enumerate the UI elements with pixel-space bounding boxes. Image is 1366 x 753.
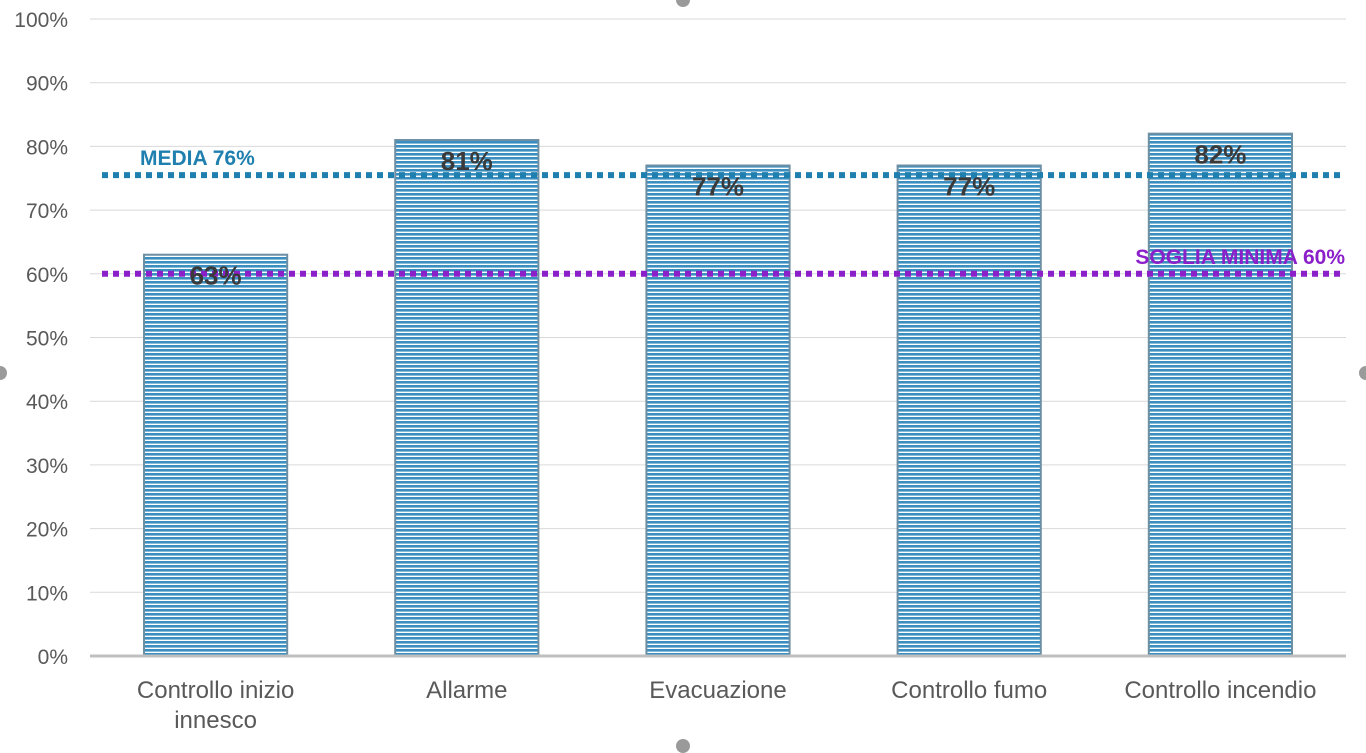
selection-handle-bottom[interactable] (676, 739, 690, 753)
y-tick-label: 100% (14, 9, 68, 32)
y-tick-label: 20% (26, 519, 68, 542)
bar-value-labels: 63% 81% 77% 77% 82% (190, 140, 1247, 291)
bars (143, 132, 1293, 658)
bar-value-label: 81% (441, 146, 493, 176)
bar[interactable] (1147, 132, 1293, 658)
y-tick-label: 70% (26, 200, 68, 223)
bar-value-label: 77% (943, 172, 995, 202)
x-tick-label: Controllo fumo (891, 677, 1047, 704)
reference-line-label: SOGLIA MINIMA 60% (1135, 246, 1345, 269)
y-tick-label: 40% (26, 391, 68, 414)
y-tick-label: 60% (26, 264, 68, 287)
selection-handle-top[interactable] (676, 0, 690, 7)
y-tick-label: 90% (26, 73, 68, 96)
y-tick-label: 50% (26, 328, 68, 351)
bar[interactable] (645, 164, 791, 657)
reference-line-label: MEDIA 76% (140, 147, 255, 170)
x-tick-label: Evacuazione (649, 677, 786, 704)
bar-value-label: 82% (1194, 140, 1246, 170)
bar-value-label: 77% (692, 172, 744, 202)
bar-value-label: 63% (190, 261, 242, 291)
y-tick-label: 30% (26, 455, 68, 478)
selection-handle-right[interactable] (1359, 366, 1366, 380)
x-tick-label: Allarme (426, 677, 507, 704)
x-tick-label: Controllo incendio (1124, 677, 1316, 704)
x-tick-label: innesco (174, 707, 257, 734)
x-tick-label: Controllo inizio (137, 677, 294, 704)
y-tick-label: 80% (26, 136, 68, 159)
bar[interactable] (143, 253, 289, 657)
y-tick-label: 0% (38, 646, 68, 669)
x-axis-tick-labels: Controllo inizio innesco Allarme Evacuazion… (137, 677, 1317, 734)
reference-lines: MEDIA 76% SOGLIA MINIMA 60% (102, 147, 1345, 277)
y-axis-tick-labels: 0% 10% 20% 30% 40% 50% 60% 70% 80% 90% 100% (14, 9, 68, 669)
bar[interactable] (896, 164, 1042, 657)
bar[interactable] (394, 139, 540, 657)
y-tick-label: 10% (26, 582, 68, 605)
selection-handle-left[interactable] (0, 366, 7, 380)
